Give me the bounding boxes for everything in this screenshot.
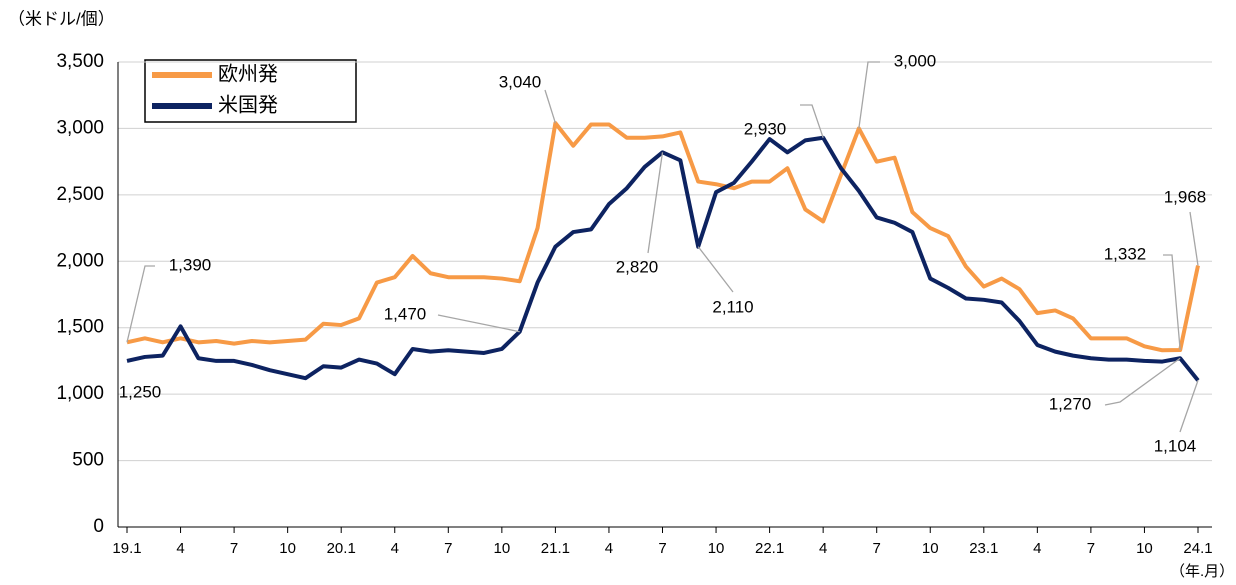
- data-label: 1,104: [1154, 436, 1197, 455]
- legend-box: [144, 59, 357, 123]
- x-tick-label: 7: [1087, 540, 1095, 557]
- leader-line: [544, 89, 557, 124]
- y-tick-label: 0: [93, 516, 104, 537]
- x-tick-label: 10: [708, 540, 725, 557]
- data-label: 3,000: [894, 51, 937, 70]
- series-line: [126, 121, 1200, 353]
- data-label: 1,470: [384, 304, 427, 323]
- x-tick-label: 4: [605, 540, 613, 557]
- y-axis-title: （米ドル/個）: [8, 9, 115, 28]
- y-tick-label: 3,000: [56, 117, 104, 138]
- data-label: 3,040: [499, 72, 542, 91]
- data-label: 1,332: [1104, 244, 1147, 263]
- leader-line: [647, 152, 664, 254]
- leader-line: [1179, 380, 1199, 433]
- x-tick-label: 7: [230, 540, 238, 557]
- x-tick-label: 10: [1136, 540, 1153, 557]
- x-tick-label: 23.1: [969, 540, 998, 557]
- x-tick-label: 7: [873, 540, 881, 557]
- leader-line: [800, 104, 824, 138]
- x-tick-label: 4: [176, 540, 184, 557]
- data-label: 2,110: [712, 297, 753, 316]
- x-tick-label: 24.1: [1183, 540, 1212, 557]
- x-tick-label: 10: [494, 540, 511, 557]
- leader-line: [1189, 211, 1199, 266]
- x-tick-label: 20.1: [327, 540, 356, 557]
- series-line: [126, 135, 1200, 382]
- x-tick-label: 7: [658, 540, 666, 557]
- leader-line: [1163, 254, 1181, 351]
- x-tick-label: 4: [1033, 540, 1041, 557]
- x-tick-label: 19.1: [112, 540, 141, 557]
- data-label: 1,270: [1049, 394, 1092, 413]
- data-label: 2,820: [616, 257, 659, 276]
- x-tick-label: 10: [279, 540, 296, 557]
- x-tick-label: 21.1: [541, 540, 570, 557]
- legend-label: 米国発: [218, 93, 278, 116]
- x-tick-label: 4: [391, 540, 399, 557]
- leader-line: [697, 246, 734, 293]
- x-tick-label: 4: [819, 540, 827, 557]
- data-label: 1,250: [119, 382, 162, 401]
- leader-line: [437, 314, 520, 333]
- legend-label: 欧州発: [218, 62, 278, 85]
- x-axis-title: （年.月）: [1170, 563, 1234, 580]
- data-label: 2,930: [744, 119, 787, 138]
- leader-line: [126, 265, 155, 343]
- data-label: 1,968: [1164, 187, 1207, 206]
- leader-line: [858, 61, 880, 129]
- x-tick-label: 7: [444, 540, 452, 557]
- y-tick-label: 1,000: [56, 383, 104, 404]
- data-label: 1,390: [169, 255, 212, 274]
- y-tick-label: 2,500: [56, 184, 104, 205]
- leader-line: [1104, 357, 1181, 406]
- y-tick-label: 3,500: [56, 51, 104, 72]
- y-tick-label: 500: [72, 450, 104, 471]
- y-tick-label: 1,500: [56, 317, 104, 338]
- x-tick-label: 10: [922, 540, 939, 557]
- y-tick-label: 2,000: [56, 250, 104, 271]
- x-tick-label: 22.1: [755, 540, 784, 557]
